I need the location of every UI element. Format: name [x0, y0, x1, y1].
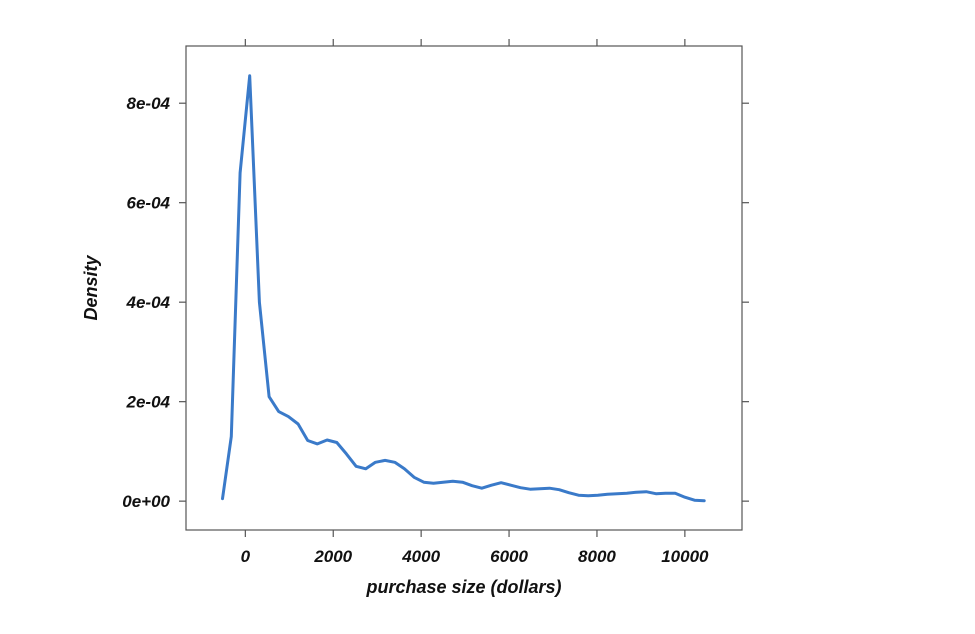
y-tick-label: 6e-04	[127, 194, 171, 213]
y-tick-label: 8e-04	[127, 94, 171, 113]
x-tick-label: 8000	[578, 547, 616, 566]
y-tick-label: 0e+00	[122, 492, 170, 511]
x-axis-title: purchase size (dollars)	[365, 577, 561, 597]
x-tick-label: 6000	[490, 547, 528, 566]
x-tick-label: 4000	[401, 547, 440, 566]
y-axis-title: Density	[81, 255, 101, 321]
x-axis: 0 2000 4000 6000 8000 10000	[241, 39, 709, 566]
x-tick-label: 0	[241, 547, 251, 566]
density-series-line	[221, 74, 706, 503]
plot-frame	[185, 45, 743, 531]
y-axis: 0e+00 2e-04 4e-04 6e-04 8e-04	[122, 94, 749, 511]
y-tick-label: 2e-04	[126, 393, 171, 412]
x-tick-label: 2000	[313, 547, 352, 566]
y-tick-label: 4e-04	[126, 293, 171, 312]
x-tick-label: 10000	[661, 547, 709, 566]
